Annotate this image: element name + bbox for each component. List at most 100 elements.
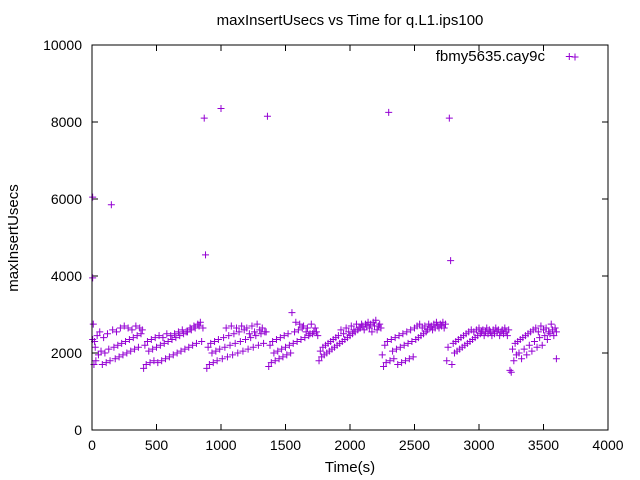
data-point xyxy=(133,332,141,340)
data-point xyxy=(368,328,376,336)
data-point xyxy=(258,324,266,332)
data-point xyxy=(150,357,158,365)
data-point xyxy=(97,347,105,355)
data-point xyxy=(145,347,153,355)
data-point xyxy=(383,337,391,345)
data-point xyxy=(253,320,261,328)
data-point xyxy=(236,337,244,345)
data-point xyxy=(416,320,424,328)
data-point xyxy=(282,343,289,351)
x-axis-ticks: 0 500 1000 1500 2000 2500 3000 3500 4000 xyxy=(88,45,624,453)
data-point xyxy=(92,357,100,365)
data-point xyxy=(405,355,413,363)
data-point xyxy=(293,337,301,345)
data-point xyxy=(146,359,154,367)
chart-title: maxInsertUsecs vs Time for q.L1.ips100 xyxy=(217,12,484,29)
data-point xyxy=(340,330,348,338)
data-point xyxy=(149,345,157,353)
data-point xyxy=(244,345,252,353)
plot-frame xyxy=(91,44,609,431)
data-point xyxy=(294,326,302,334)
data-point xyxy=(220,334,228,342)
data-point xyxy=(337,326,345,334)
x-tick-label: 0 xyxy=(88,437,96,453)
data-point xyxy=(141,341,149,349)
data-point xyxy=(552,355,560,363)
data-point xyxy=(247,334,255,342)
data-point xyxy=(400,341,408,349)
data-point xyxy=(221,343,229,351)
data-point xyxy=(134,343,142,351)
data-point xyxy=(270,349,278,357)
data-point xyxy=(211,337,219,345)
data-point xyxy=(89,274,97,282)
data-point xyxy=(377,324,385,332)
data-point xyxy=(199,324,207,332)
data-point xyxy=(164,337,172,345)
x-tick-label: 2500 xyxy=(399,437,430,453)
data-point xyxy=(285,341,293,349)
data-point xyxy=(100,334,108,342)
data-point xyxy=(147,336,155,344)
data-point xyxy=(274,347,282,355)
data-point xyxy=(421,322,429,330)
data-point xyxy=(128,326,136,334)
data-point xyxy=(214,336,222,344)
y-tick-label: 0 xyxy=(74,422,82,438)
data-points xyxy=(89,53,573,376)
data-point xyxy=(131,345,139,353)
data-point xyxy=(140,364,148,372)
data-point xyxy=(390,355,398,363)
data-point xyxy=(537,322,545,330)
data-point xyxy=(252,332,260,340)
data-point xyxy=(300,322,308,330)
data-point xyxy=(251,328,259,336)
data-point xyxy=(109,326,117,334)
legend: fbmy5635.cay9c xyxy=(436,48,579,65)
y-tick-label: 8000 xyxy=(51,114,82,130)
data-point xyxy=(176,332,184,340)
data-point xyxy=(385,108,393,116)
data-point xyxy=(216,345,224,353)
data-point xyxy=(283,351,291,359)
data-point xyxy=(218,355,226,363)
data-point xyxy=(376,320,384,328)
data-point xyxy=(372,316,380,324)
data-point xyxy=(213,357,221,365)
data-point xyxy=(523,351,531,359)
data-point xyxy=(138,326,146,334)
data-point xyxy=(389,347,397,355)
data-point xyxy=(174,328,182,336)
data-point xyxy=(96,328,104,336)
x-tick-label: 2000 xyxy=(334,437,365,453)
data-point xyxy=(93,332,101,340)
x-tick-label: 1000 xyxy=(205,437,236,453)
data-point xyxy=(181,345,189,353)
data-point xyxy=(230,330,238,338)
data-point xyxy=(243,324,251,332)
data-point xyxy=(269,337,277,345)
data-point xyxy=(260,339,268,347)
data-point xyxy=(440,324,448,332)
data-point xyxy=(168,336,176,344)
x-tick-label: 500 xyxy=(145,437,169,453)
data-point xyxy=(525,341,533,349)
data-point xyxy=(137,330,145,338)
data-point xyxy=(257,330,265,338)
data-point xyxy=(552,328,560,336)
data-point xyxy=(276,334,284,342)
data-point xyxy=(496,332,504,340)
data-point xyxy=(380,362,388,370)
data-point xyxy=(271,357,279,365)
data-point xyxy=(116,324,124,332)
data-point xyxy=(203,364,211,372)
data-point xyxy=(316,347,324,355)
data-point xyxy=(262,328,270,336)
data-point xyxy=(195,322,203,330)
data-point xyxy=(292,318,300,326)
data-point xyxy=(110,343,118,351)
data-point xyxy=(392,345,400,353)
data-point xyxy=(160,339,168,347)
